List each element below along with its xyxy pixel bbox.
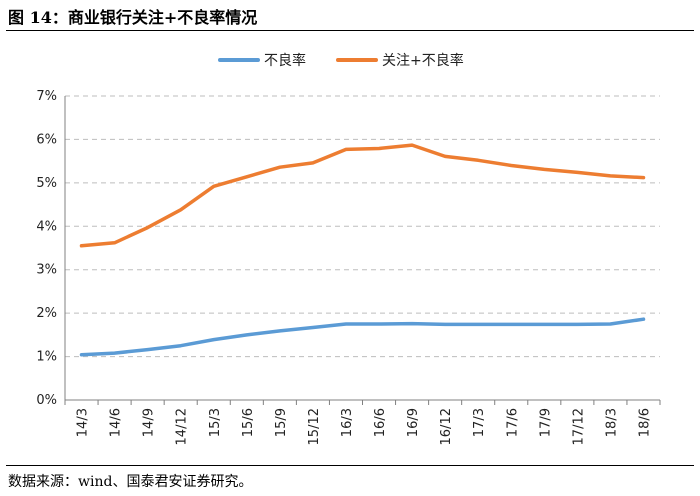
title-rule (6, 30, 694, 31)
x-tick-label: 16/3 (340, 408, 355, 437)
y-tick-label: 0% (36, 393, 57, 408)
series-lines (79, 143, 646, 357)
y-tick-label: 3% (36, 263, 57, 278)
y-tick-label: 2% (36, 306, 57, 321)
gridlines (65, 95, 660, 358)
x-tick-label: 15/6 (241, 408, 256, 437)
x-tick-label: 14/9 (142, 408, 157, 437)
x-tick-label: 17/9 (538, 408, 553, 437)
y-tick-label: 7% (36, 89, 57, 104)
x-tick-label: 16/12 (439, 408, 454, 445)
x-tick-label: 17/3 (472, 408, 487, 437)
x-tick-label: 16/9 (406, 408, 421, 437)
x-tick-label: 15/3 (208, 408, 223, 437)
x-tick-label: 15/12 (307, 408, 322, 445)
x-tick-label: 14/3 (76, 408, 91, 437)
x-tick-label: 15/9 (274, 408, 289, 437)
x-tick-label: 14/12 (175, 408, 190, 445)
x-tick-label: 17/12 (571, 408, 586, 445)
series-line-1 (79, 317, 646, 357)
x-tick-label: 17/6 (505, 408, 520, 437)
legend: 不良率 关注+不良率 (218, 52, 464, 69)
figure-title: 图 14：商业银行关注+不良率情况 (8, 8, 258, 27)
y-tick-label: 6% (36, 132, 57, 147)
x-tick-label: 18/6 (637, 408, 652, 437)
y-axis-ticks: 0% 1% 2% 3% 4% 5% 6% 7% (36, 89, 57, 408)
legend-label: 不良率 (264, 52, 306, 69)
y-tick-label: 1% (36, 350, 57, 365)
x-tick-label: 18/3 (604, 408, 619, 437)
x-tick-label: 14/6 (109, 408, 124, 437)
x-axis: 14/3 14/6 14/9 14/12 15/3 15/6 15/9 15/12 16/3 16… (64, 96, 661, 445)
series-line-2 (79, 143, 646, 248)
y-tick-label: 4% (36, 219, 57, 234)
source-rule (6, 465, 694, 466)
legend-label: 关注+不良率 (382, 52, 464, 69)
x-tick-label: 16/6 (373, 408, 388, 437)
y-tick-label: 5% (36, 176, 57, 191)
source-note: 数据来源：wind、国泰君安证券研究。 (8, 474, 253, 490)
